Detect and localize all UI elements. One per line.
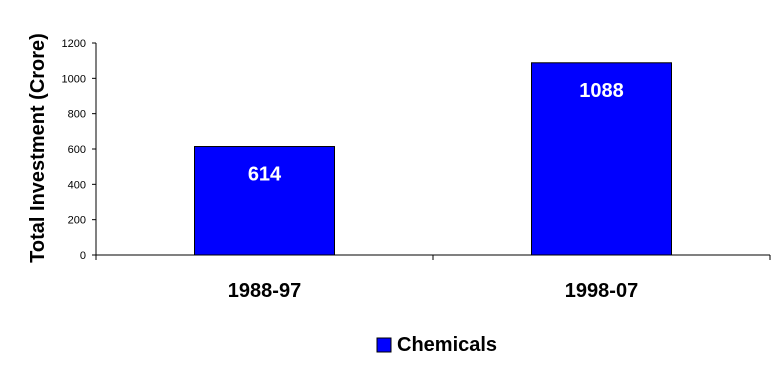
legend-label: Chemicals xyxy=(397,334,497,356)
bar xyxy=(194,146,335,256)
legend-swatch xyxy=(376,337,392,353)
y-tick-label: 600 xyxy=(68,144,86,156)
x-tick-label: 1988-97 xyxy=(228,280,301,302)
data-label: 1088 xyxy=(579,80,624,102)
bars xyxy=(194,62,672,256)
y-tick-label: 1200 xyxy=(62,38,86,50)
y-tick-label: 0 xyxy=(80,250,86,262)
y-tick-label: 400 xyxy=(68,179,86,191)
y-axis-label: Total Investment (Crore) xyxy=(27,33,49,263)
data-label: 614 xyxy=(248,164,282,186)
y-tick-label: 200 xyxy=(68,215,86,227)
y-tick-label: 1000 xyxy=(62,73,86,85)
labels: 614 1988-97 1088 1998-07 xyxy=(228,80,638,302)
y-tick-label: 800 xyxy=(68,109,86,121)
legend: Chemicals xyxy=(376,334,497,356)
x-tick-label: 1998-07 xyxy=(565,280,638,302)
bar xyxy=(531,62,672,256)
